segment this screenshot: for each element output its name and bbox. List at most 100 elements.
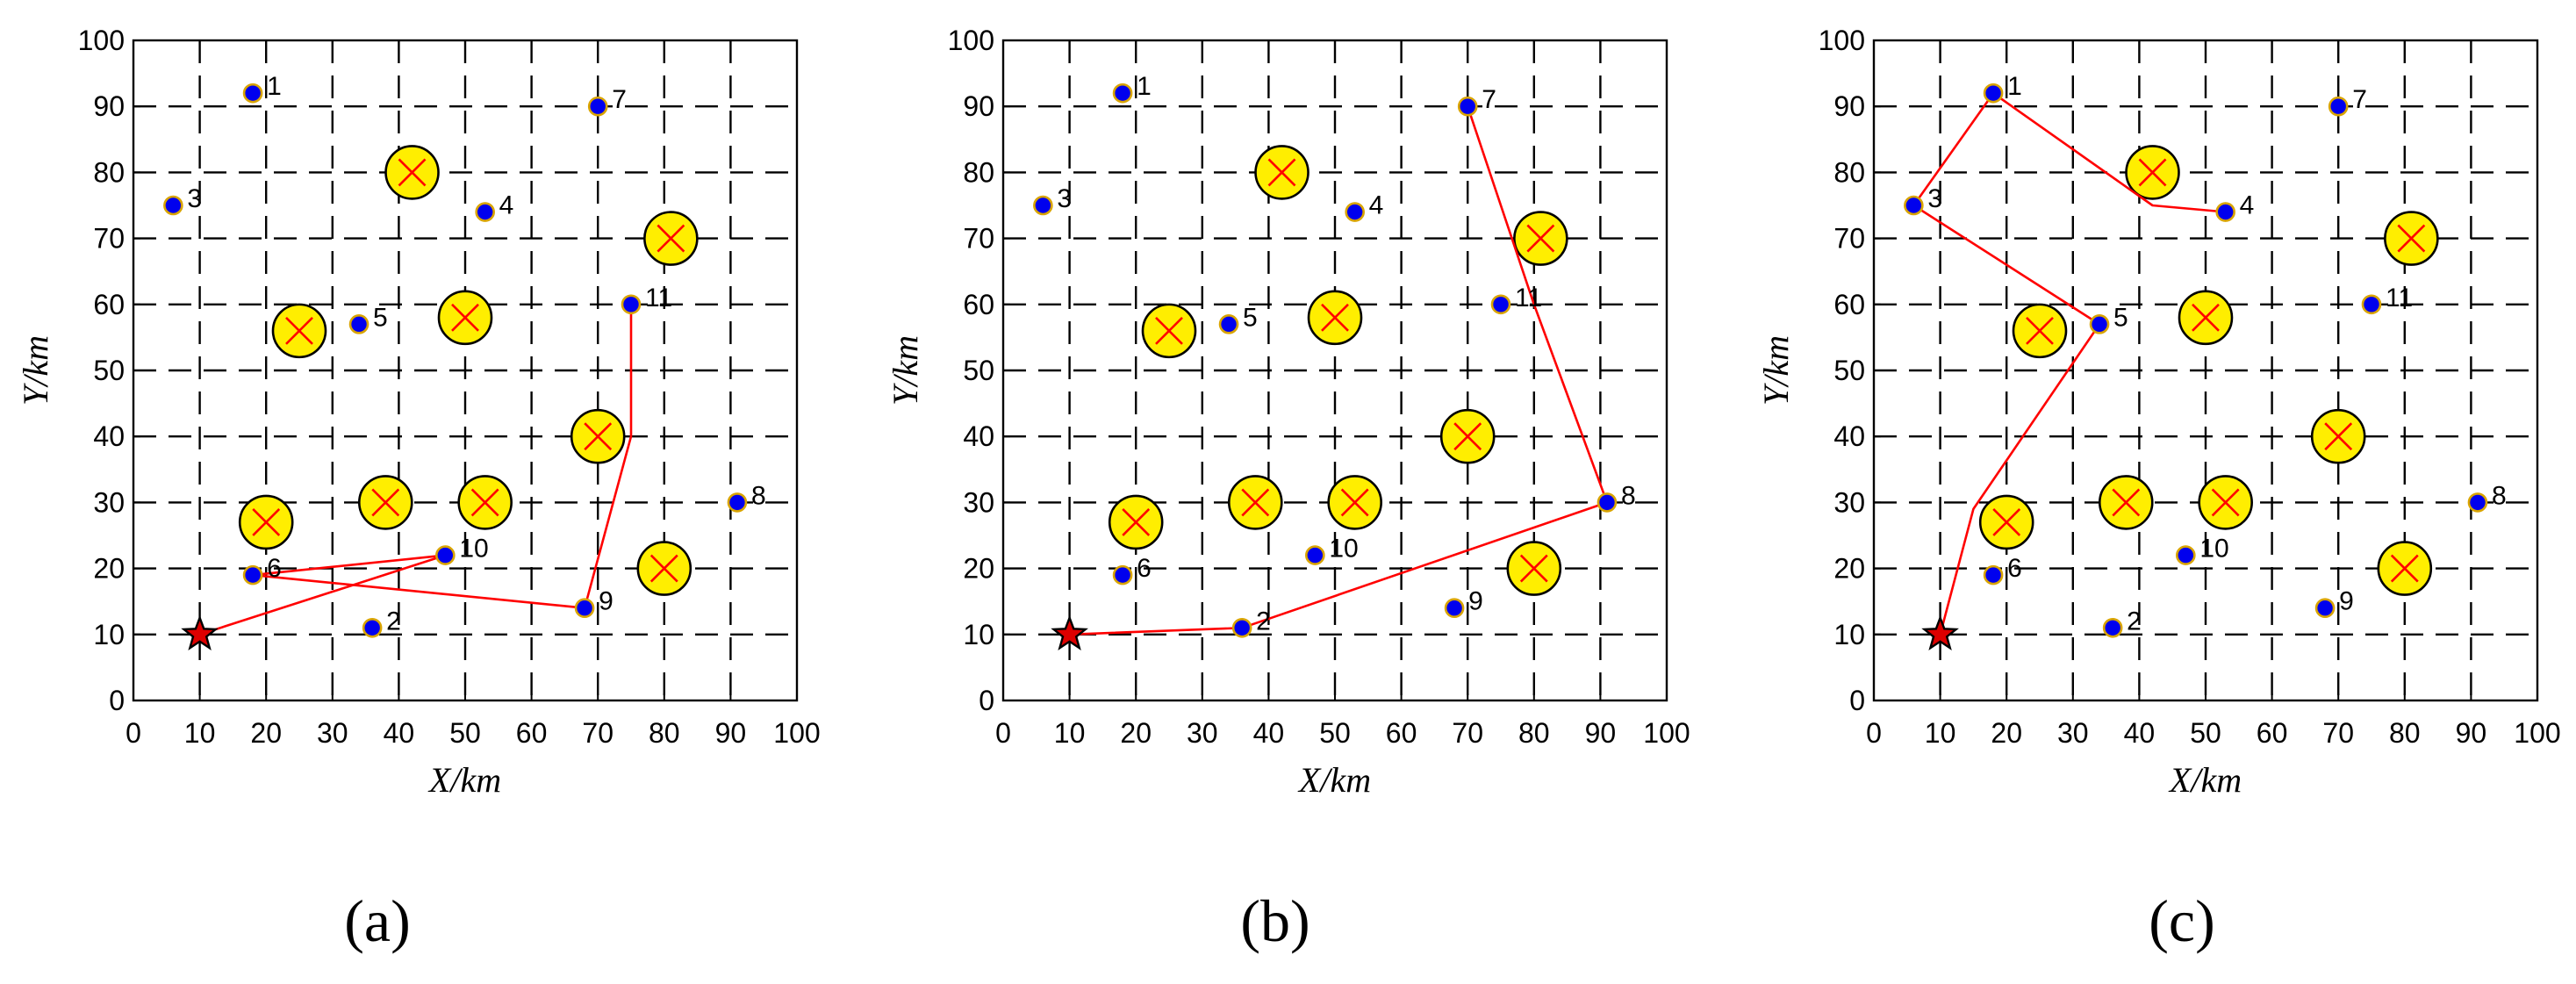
threat-cross-line [285,316,313,345]
x-tick-label: 20 [1120,717,1152,749]
x-axis-title: X/km [427,760,501,800]
target-label: 5 [2113,303,2128,332]
target-label: 11 [2386,284,2413,312]
target-point [242,83,263,104]
target-label: 8 [751,481,766,510]
x-tick-label: 100 [1643,717,1690,749]
x-tick-label: 100 [2514,717,2560,749]
target-point [475,202,495,222]
y-tick-label: 90 [93,90,125,122]
threat-cross-line [657,224,685,253]
y-tick-label: 40 [963,420,994,452]
x-tick-label: 10 [184,717,216,749]
target-label: 7 [612,85,627,114]
target-point [242,564,263,585]
target-point [1904,195,1924,216]
threat-cross-line [1340,488,1369,517]
uav-route [199,304,633,636]
target-label: 8 [2492,481,2507,510]
target-point [574,598,595,619]
target-point [2328,96,2349,117]
target-label: 7 [2352,85,2367,114]
x-tick-label: 20 [250,717,282,749]
y-tick-label: 20 [93,553,125,585]
target-label: 10 [1329,535,1358,564]
target-point [1490,294,1511,315]
target-label: 2 [386,607,401,636]
y-tick-label: 50 [93,355,125,386]
target-point [1444,598,1465,619]
target-label: 6 [1137,554,1152,583]
target-point [1983,564,2004,585]
target-label: 10 [459,535,488,564]
x-tick-label: 70 [582,717,614,749]
x-tick-label: 100 [773,717,820,749]
y-tick-label: 0 [979,685,994,716]
target-point [2467,492,2488,513]
target-point [1345,202,1365,222]
y-tick-label: 40 [93,420,125,452]
subplot-caption-b: (b) [1240,887,1310,954]
threat-cross-line [252,508,281,536]
threat-cross-line [1519,554,1548,583]
x-tick-label: 50 [1319,717,1351,749]
threat-cross-line [1241,488,1270,517]
target-label: 3 [1057,184,1072,213]
y-tick-label: 90 [1833,90,1865,122]
y-axis-title: Y/km [16,335,55,406]
y-tick-label: 50 [963,355,994,386]
threat-cross-line [2211,488,2240,517]
y-tick-label: 80 [1833,156,1865,188]
y-tick-label: 90 [963,90,994,122]
y-tick-label: 30 [963,486,994,518]
y-axis-title: Y/km [886,335,925,406]
target-label: 7 [1482,85,1496,114]
target-point [587,96,608,117]
target-point [1033,195,1053,216]
threat-cross-line [1992,508,2021,536]
y-tick-label: 100 [1819,25,1865,56]
subplot-caption-a: (a) [344,887,411,954]
x-tick-label: 40 [1253,717,1285,749]
y-tick-label: 40 [1833,420,1865,452]
target-label: 9 [2339,587,2354,616]
target-point [1112,564,1133,585]
target-label: 11 [645,284,672,312]
depot-star [1051,614,1088,650]
target-point [1597,492,1618,513]
x-tick-label: 0 [1866,717,1882,749]
target-label: 4 [1369,191,1384,220]
x-tick-label: 40 [2124,717,2156,749]
y-tick-label: 10 [1833,619,1865,650]
x-tick-label: 10 [1054,717,1086,749]
target-label: 3 [1927,184,1942,213]
x-tick-label: 90 [2456,717,2487,749]
y-tick-label: 10 [963,619,994,650]
x-tick-label: 20 [1991,717,2022,749]
target-point [2089,314,2110,334]
x-tick-label: 70 [1452,717,1483,749]
x-tick-label: 90 [715,717,747,749]
target-label: 6 [2007,554,2022,583]
y-tick-label: 60 [963,289,994,320]
y-tick-label: 70 [93,223,125,255]
target-label: 3 [187,184,202,213]
depot-star [181,614,219,650]
chart-panel-a: 0 10 20 30 40 50 60 70 80 90 100 0 10 20 30 40 50 60 70 80 9… [16,25,821,800]
target-point [1983,83,2004,104]
target-point [2102,617,2123,638]
x-axis-title: X/km [2168,760,2242,800]
threat-cross-line [649,554,678,583]
target-label: 2 [2127,607,2142,636]
x-tick-label: 30 [2057,717,2089,749]
y-tick-label: 80 [963,156,994,188]
y-tick-label: 10 [93,619,125,650]
threat-cross-line [2390,554,2419,583]
threat-cross-line [451,303,479,332]
target-label: 8 [1621,481,1636,510]
x-tick-label: 50 [449,717,481,749]
x-tick-label: 50 [2190,717,2221,749]
threat-cross-line [584,422,613,451]
threat-cross-line [2138,158,2167,187]
x-tick-label: 60 [516,717,548,749]
